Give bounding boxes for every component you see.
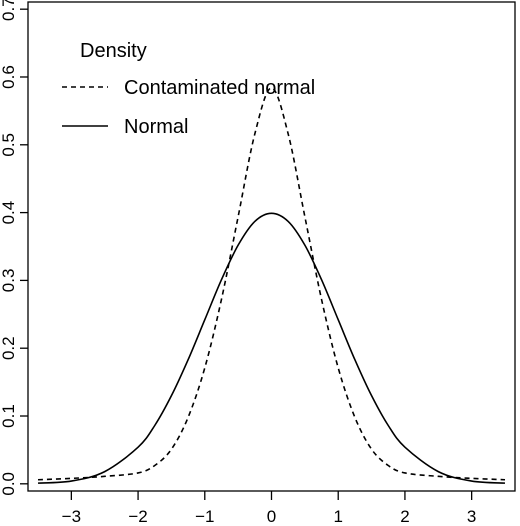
y-tick-label: 0.1 (0, 404, 18, 428)
x-tick-label: 2 (400, 507, 409, 526)
plot-frame (27, 1, 516, 492)
y-tick-label: 0.7 (0, 0, 18, 21)
x-tick-label: 0 (267, 507, 276, 526)
y-tick-label: 0.3 (0, 269, 18, 293)
x-axis: −3 −2 −1 0 1 2 3 (62, 491, 476, 526)
x-tick-label: −3 (62, 507, 81, 526)
y-tick-label: 0.5 (0, 133, 18, 157)
x-tick-label: −1 (195, 507, 214, 526)
y-tick-label: 0.0 (0, 472, 18, 496)
y-tick-label: 0.2 (0, 336, 18, 360)
x-tick-label: 3 (467, 507, 476, 526)
legend-label-contaminated-normal: Contaminated normal (124, 77, 315, 99)
y-tick-label: 0.6 (0, 65, 18, 89)
legend-title: Density (80, 40, 147, 62)
y-tick-label: 0.4 (0, 201, 18, 225)
series-layer (37, 87, 506, 484)
legend: Density Contaminated normal Normal (62, 40, 315, 138)
series-line-contaminated-normal (37, 87, 506, 481)
legend-label-normal: Normal (124, 116, 188, 138)
x-tick-label: −2 (128, 507, 147, 526)
x-tick-label: 1 (333, 507, 342, 526)
y-axis: 0.0 0.1 0.2 0.3 0.4 0.5 0.6 0.7 (0, 0, 28, 496)
series-line-normal (37, 212, 506, 484)
